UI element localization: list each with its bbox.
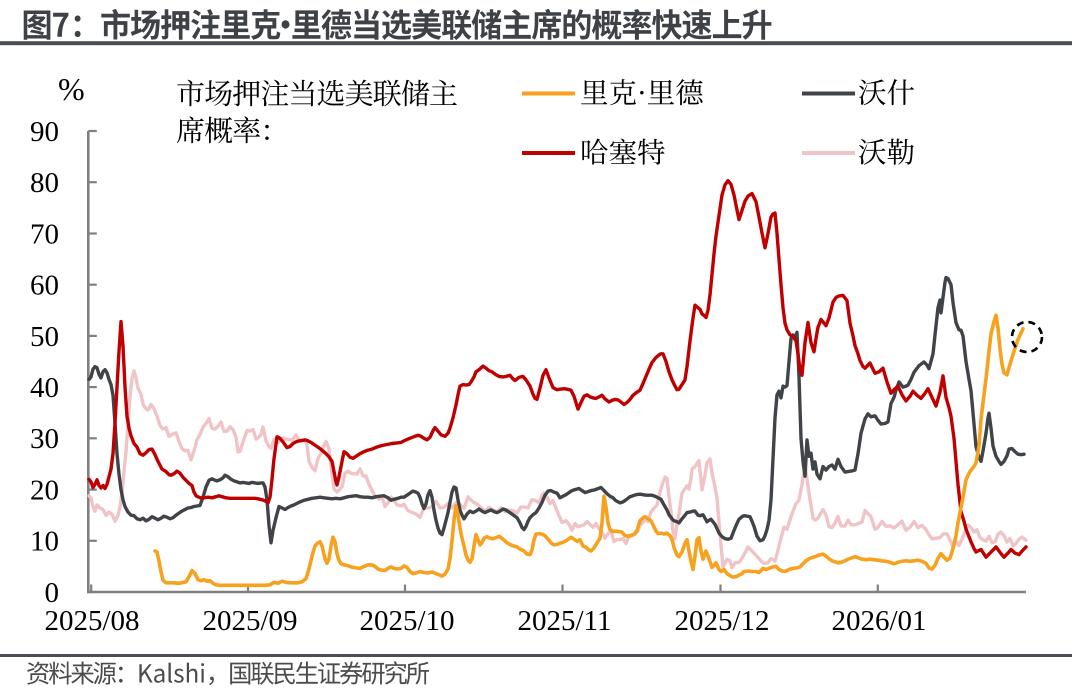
svg-text:60: 60 [30,270,59,302]
svg-text:30: 30 [30,423,59,455]
svg-text:2025/09: 2025/09 [202,605,297,637]
svg-text:90: 90 [30,116,59,148]
svg-text:70: 70 [30,218,59,250]
svg-text:0: 0 [45,577,60,609]
svg-text:50: 50 [30,321,59,353]
svg-text:%: % [58,71,85,107]
svg-text:2025/08: 2025/08 [44,605,139,637]
svg-text:2025/12: 2025/12 [674,605,769,637]
svg-text:2025/11: 2025/11 [518,605,612,637]
svg-text:2026/01: 2026/01 [831,605,926,637]
svg-text:20: 20 [30,475,59,507]
svg-text:40: 40 [30,372,59,404]
svg-text:2025/10: 2025/10 [359,605,454,637]
svg-text:80: 80 [30,167,59,199]
svg-text:10: 10 [30,526,59,558]
